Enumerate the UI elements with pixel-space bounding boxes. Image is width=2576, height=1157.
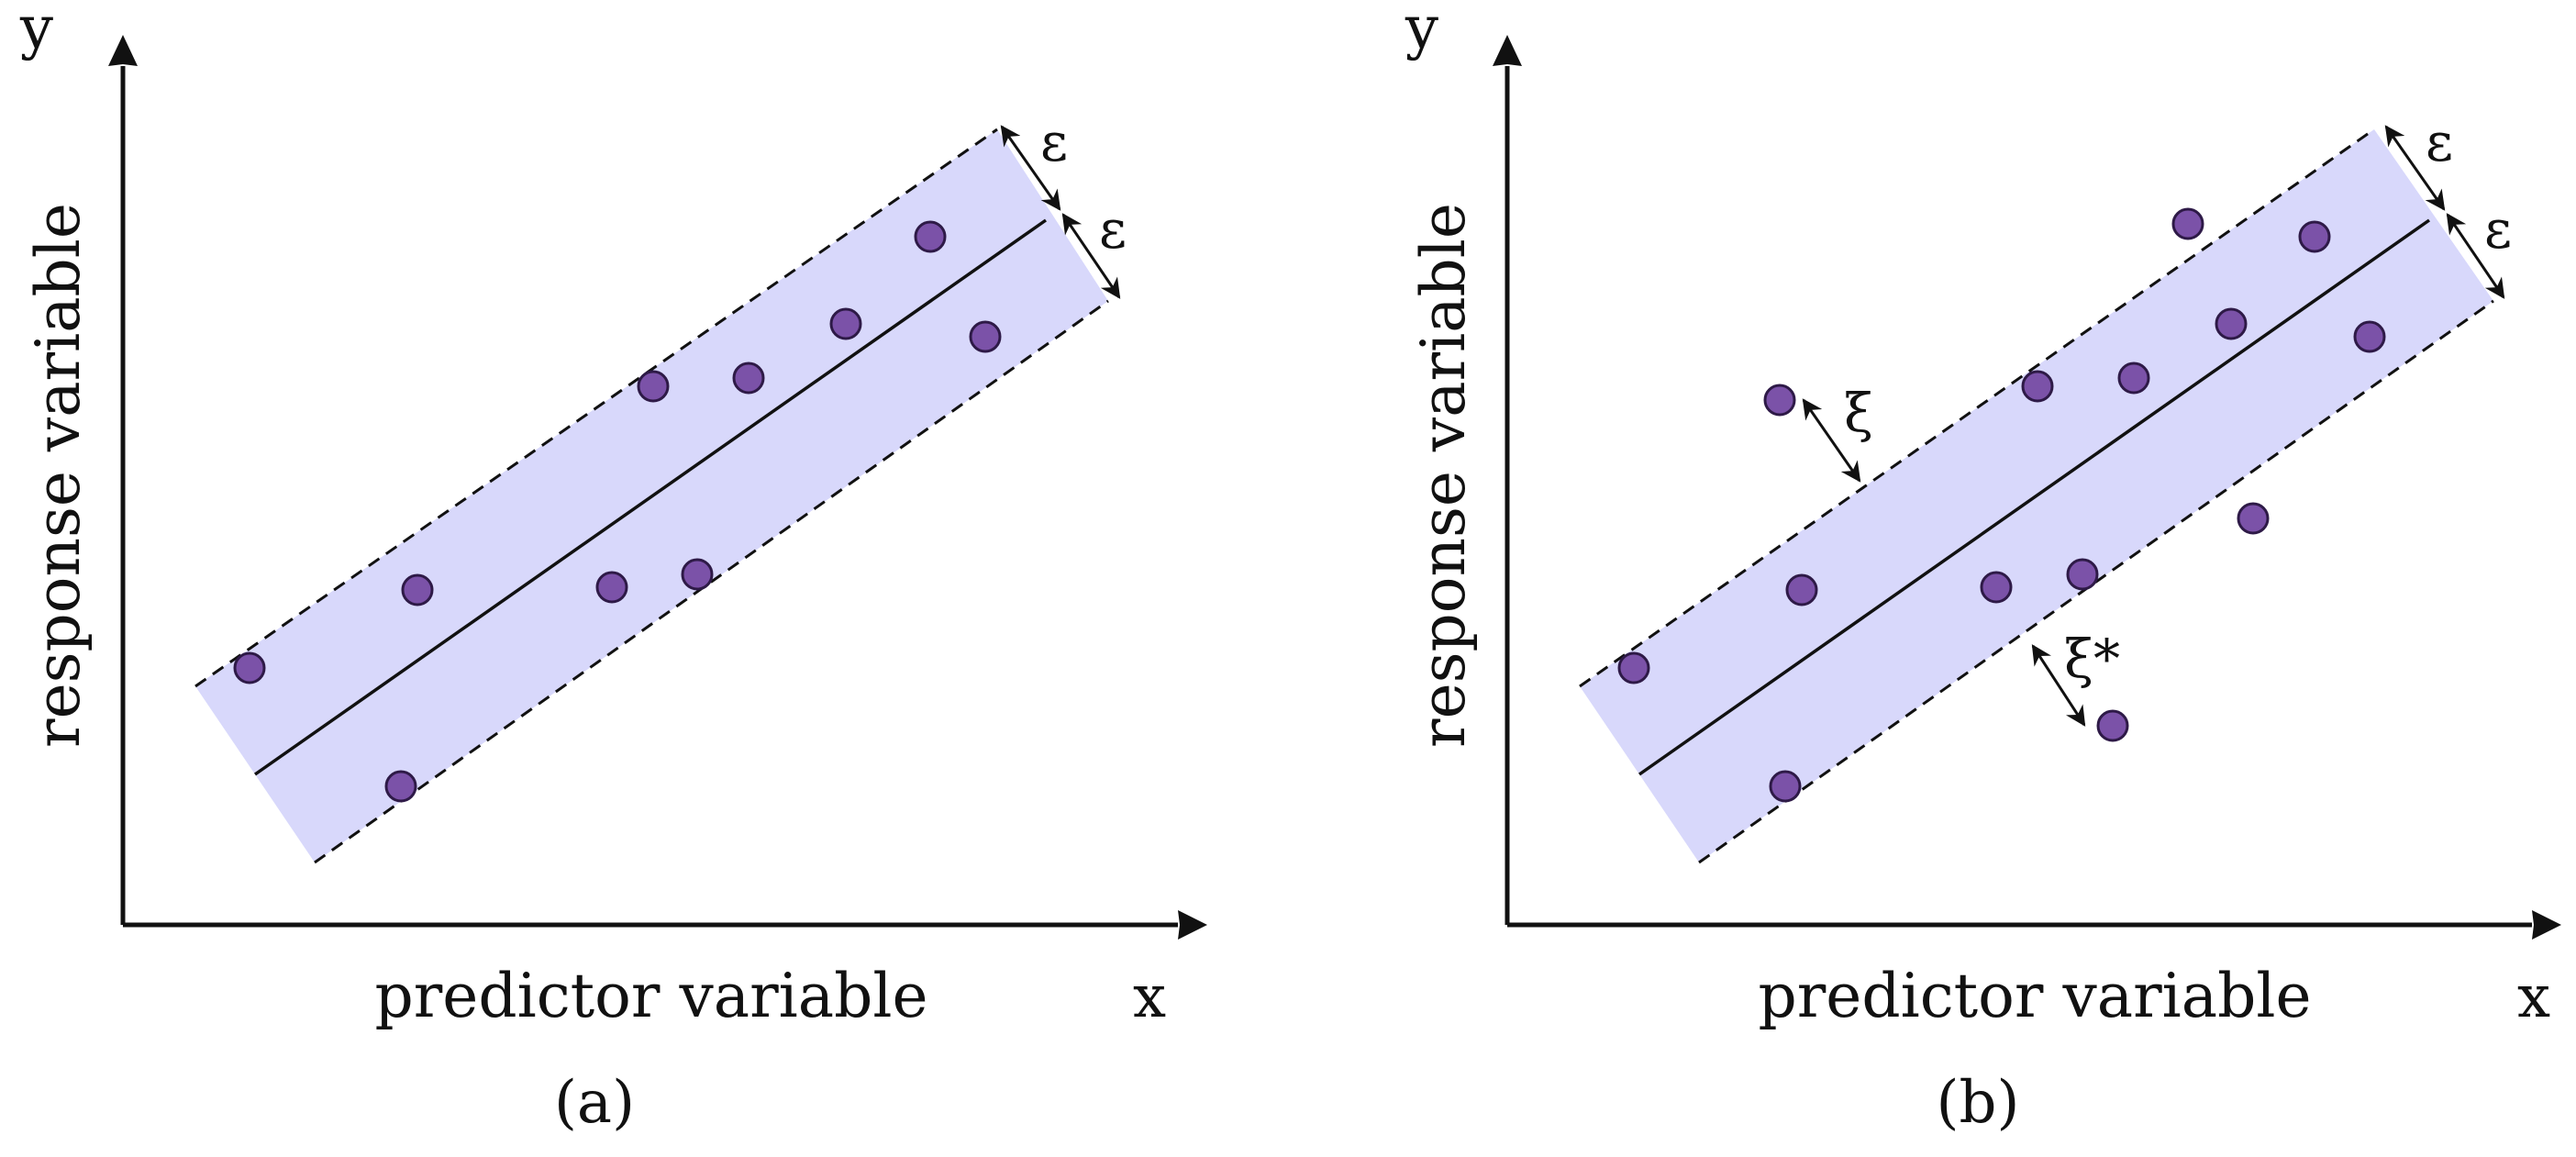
panel-b: ε ε ξ ξ* predictor variable x y response… <box>1405 0 2561 1137</box>
data-point <box>969 320 1002 353</box>
data-point <box>2237 502 2270 535</box>
epsilon-lower-label: ε <box>2484 198 2512 261</box>
y-axis-letter: y <box>1405 0 1438 62</box>
data-point <box>2215 307 2248 340</box>
epsilon-lower-arrow <box>1061 213 1121 299</box>
data-point <box>2117 362 2150 395</box>
data-points <box>233 220 1002 803</box>
regression-line <box>253 218 1048 776</box>
y-axis-title: response variable <box>23 203 94 748</box>
data-point <box>233 651 266 684</box>
data-point <box>401 573 434 606</box>
x-axis-arrowhead <box>2532 910 2561 940</box>
tube-upper-boundary <box>194 128 998 688</box>
data-point <box>2171 207 2204 240</box>
regression-line <box>1638 218 2431 776</box>
data-point <box>2298 220 2331 253</box>
panel-caption: (b) <box>1937 1069 2020 1137</box>
slack-upper-label: ξ <box>1844 382 1873 444</box>
data-point <box>1617 651 1650 684</box>
data-point <box>2096 709 2129 742</box>
x-axis-letter: x <box>2517 963 2550 1031</box>
panel-caption: (a) <box>554 1069 635 1137</box>
data-points <box>1617 207 2386 803</box>
epsilon-upper-label: ε <box>1040 111 1068 173</box>
slack-lower-label: ξ* <box>2064 628 2120 690</box>
data-point <box>1785 573 1818 606</box>
data-point <box>1980 571 2013 604</box>
data-point <box>1763 384 1796 417</box>
slack-upper-arrow <box>1802 398 1861 483</box>
data-point <box>732 362 765 395</box>
tube-upper-boundary <box>1579 128 2375 688</box>
x-axis-title: predictor variable <box>1758 961 2311 1031</box>
x-axis-letter: x <box>1133 963 1166 1031</box>
y-axis-letter: y <box>19 0 53 62</box>
data-point <box>914 220 947 253</box>
epsilon-lower-arrow <box>2446 213 2505 299</box>
data-point <box>829 307 862 340</box>
data-point <box>384 770 417 803</box>
epsilon-upper-arrow <box>2384 125 2446 211</box>
epsilon-upper-label: ε <box>2426 111 2453 173</box>
data-point <box>2353 320 2386 353</box>
data-point <box>2066 558 2099 591</box>
y-axis-title: response variable <box>1408 203 1479 748</box>
x-axis-title: predictor variable <box>374 961 927 1031</box>
panel-a: ε ε predictor variable x y response vari… <box>19 0 1207 1137</box>
data-point <box>595 571 628 604</box>
y-axis-arrowhead <box>108 35 138 66</box>
slack-lower-arrow <box>2031 644 2086 727</box>
data-point <box>1769 770 1802 803</box>
data-point <box>681 558 714 591</box>
y-axis-arrowhead <box>1493 35 1522 66</box>
x-axis-arrowhead <box>1178 910 1207 940</box>
epsilon-lower-label: ε <box>1099 198 1127 261</box>
data-point <box>2021 370 2054 403</box>
epsilon-upper-arrow <box>1000 125 1061 211</box>
data-point <box>637 370 670 403</box>
